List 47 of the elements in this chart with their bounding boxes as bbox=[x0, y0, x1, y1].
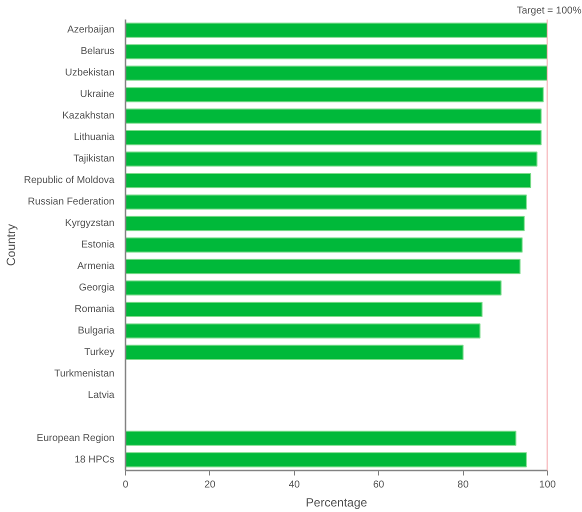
y-tick-label: European Region bbox=[36, 432, 115, 444]
bar bbox=[126, 130, 542, 146]
bar bbox=[126, 344, 464, 360]
y-tick-label: Azerbaijan bbox=[67, 24, 115, 36]
bar bbox=[126, 323, 480, 338]
y-tick-label: Romania bbox=[74, 304, 115, 315]
y-axis-title: Country bbox=[4, 224, 18, 266]
bar bbox=[126, 452, 527, 468]
y-tick-label: Ukraine bbox=[80, 89, 115, 100]
bar bbox=[126, 22, 548, 38]
y-tick-label: Republic of Moldova bbox=[24, 175, 115, 186]
y-tick-label: Bulgaria bbox=[78, 325, 115, 336]
y-tick-label: Georgia bbox=[78, 282, 115, 294]
x-tick-label: 20 bbox=[204, 480, 216, 490]
y-tick-label: Tajikistan bbox=[73, 154, 115, 165]
x-tick-label: 60 bbox=[373, 480, 385, 490]
y-tick-label: Uzbekistan bbox=[65, 68, 114, 79]
bar bbox=[126, 216, 525, 232]
y-tick-label: Belarus bbox=[80, 46, 114, 58]
bar bbox=[126, 237, 523, 253]
y-tick-label: 18 HPCs bbox=[74, 454, 114, 466]
x-tick-label: 0 bbox=[122, 480, 129, 490]
bar bbox=[126, 87, 544, 102]
y-tick-label: Kazakhstan bbox=[62, 110, 115, 122]
bar bbox=[126, 66, 548, 81]
y-tick-label: Russian Federation bbox=[28, 196, 115, 208]
bar bbox=[126, 430, 516, 446]
x-tick-label: 40 bbox=[288, 480, 300, 490]
y-tick-label: Armenia bbox=[77, 260, 115, 272]
y-tick-label: Estonia bbox=[81, 240, 115, 250]
x-tick-label: 100 bbox=[539, 480, 556, 490]
bar bbox=[126, 258, 521, 274]
x-axis-title: Percentage bbox=[306, 496, 368, 510]
y-tick-label: Latvia bbox=[88, 390, 115, 401]
y-tick-label: Kyrgyzstan bbox=[65, 218, 115, 230]
ref-line-label: Target = 100% bbox=[516, 6, 582, 16]
bar bbox=[126, 172, 532, 188]
bar bbox=[126, 194, 527, 210]
bar bbox=[126, 152, 538, 167]
bar bbox=[126, 302, 483, 318]
bar bbox=[126, 108, 542, 124]
x-tick-label: 80 bbox=[458, 480, 470, 490]
bar bbox=[126, 44, 548, 60]
bar bbox=[126, 280, 502, 296]
y-tick-label: Turkey bbox=[84, 346, 115, 358]
y-tick-label: Turkmenistan bbox=[54, 368, 115, 380]
y-tick-label: Lithuania bbox=[74, 132, 115, 144]
